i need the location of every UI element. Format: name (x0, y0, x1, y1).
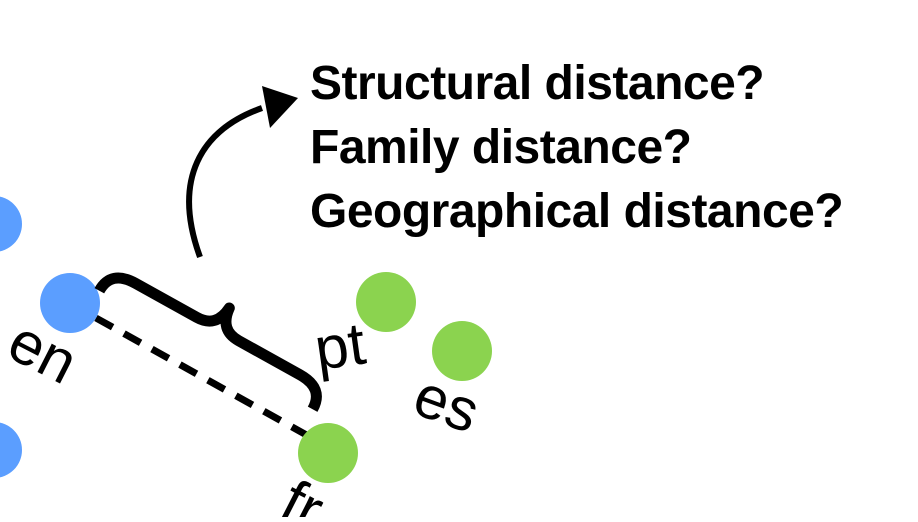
distance-questions: Structural distance? Family distance? Ge… (310, 52, 844, 244)
node-es (432, 321, 492, 381)
label-pt: pt (310, 310, 369, 383)
question-geographical: Geographical distance? (310, 185, 844, 238)
question-family: Family distance? (310, 121, 692, 174)
node-fr (298, 423, 358, 483)
question-structural: Structural distance? (310, 57, 765, 110)
node-en (40, 273, 100, 333)
curly-brace-icon (94, 272, 322, 412)
node-blue-bottom-edge (0, 422, 22, 478)
curved-arrow-icon (186, 86, 298, 259)
dashed-distance-line (94, 314, 314, 442)
node-pt (356, 272, 416, 332)
node-blue-top-edge (0, 196, 22, 252)
